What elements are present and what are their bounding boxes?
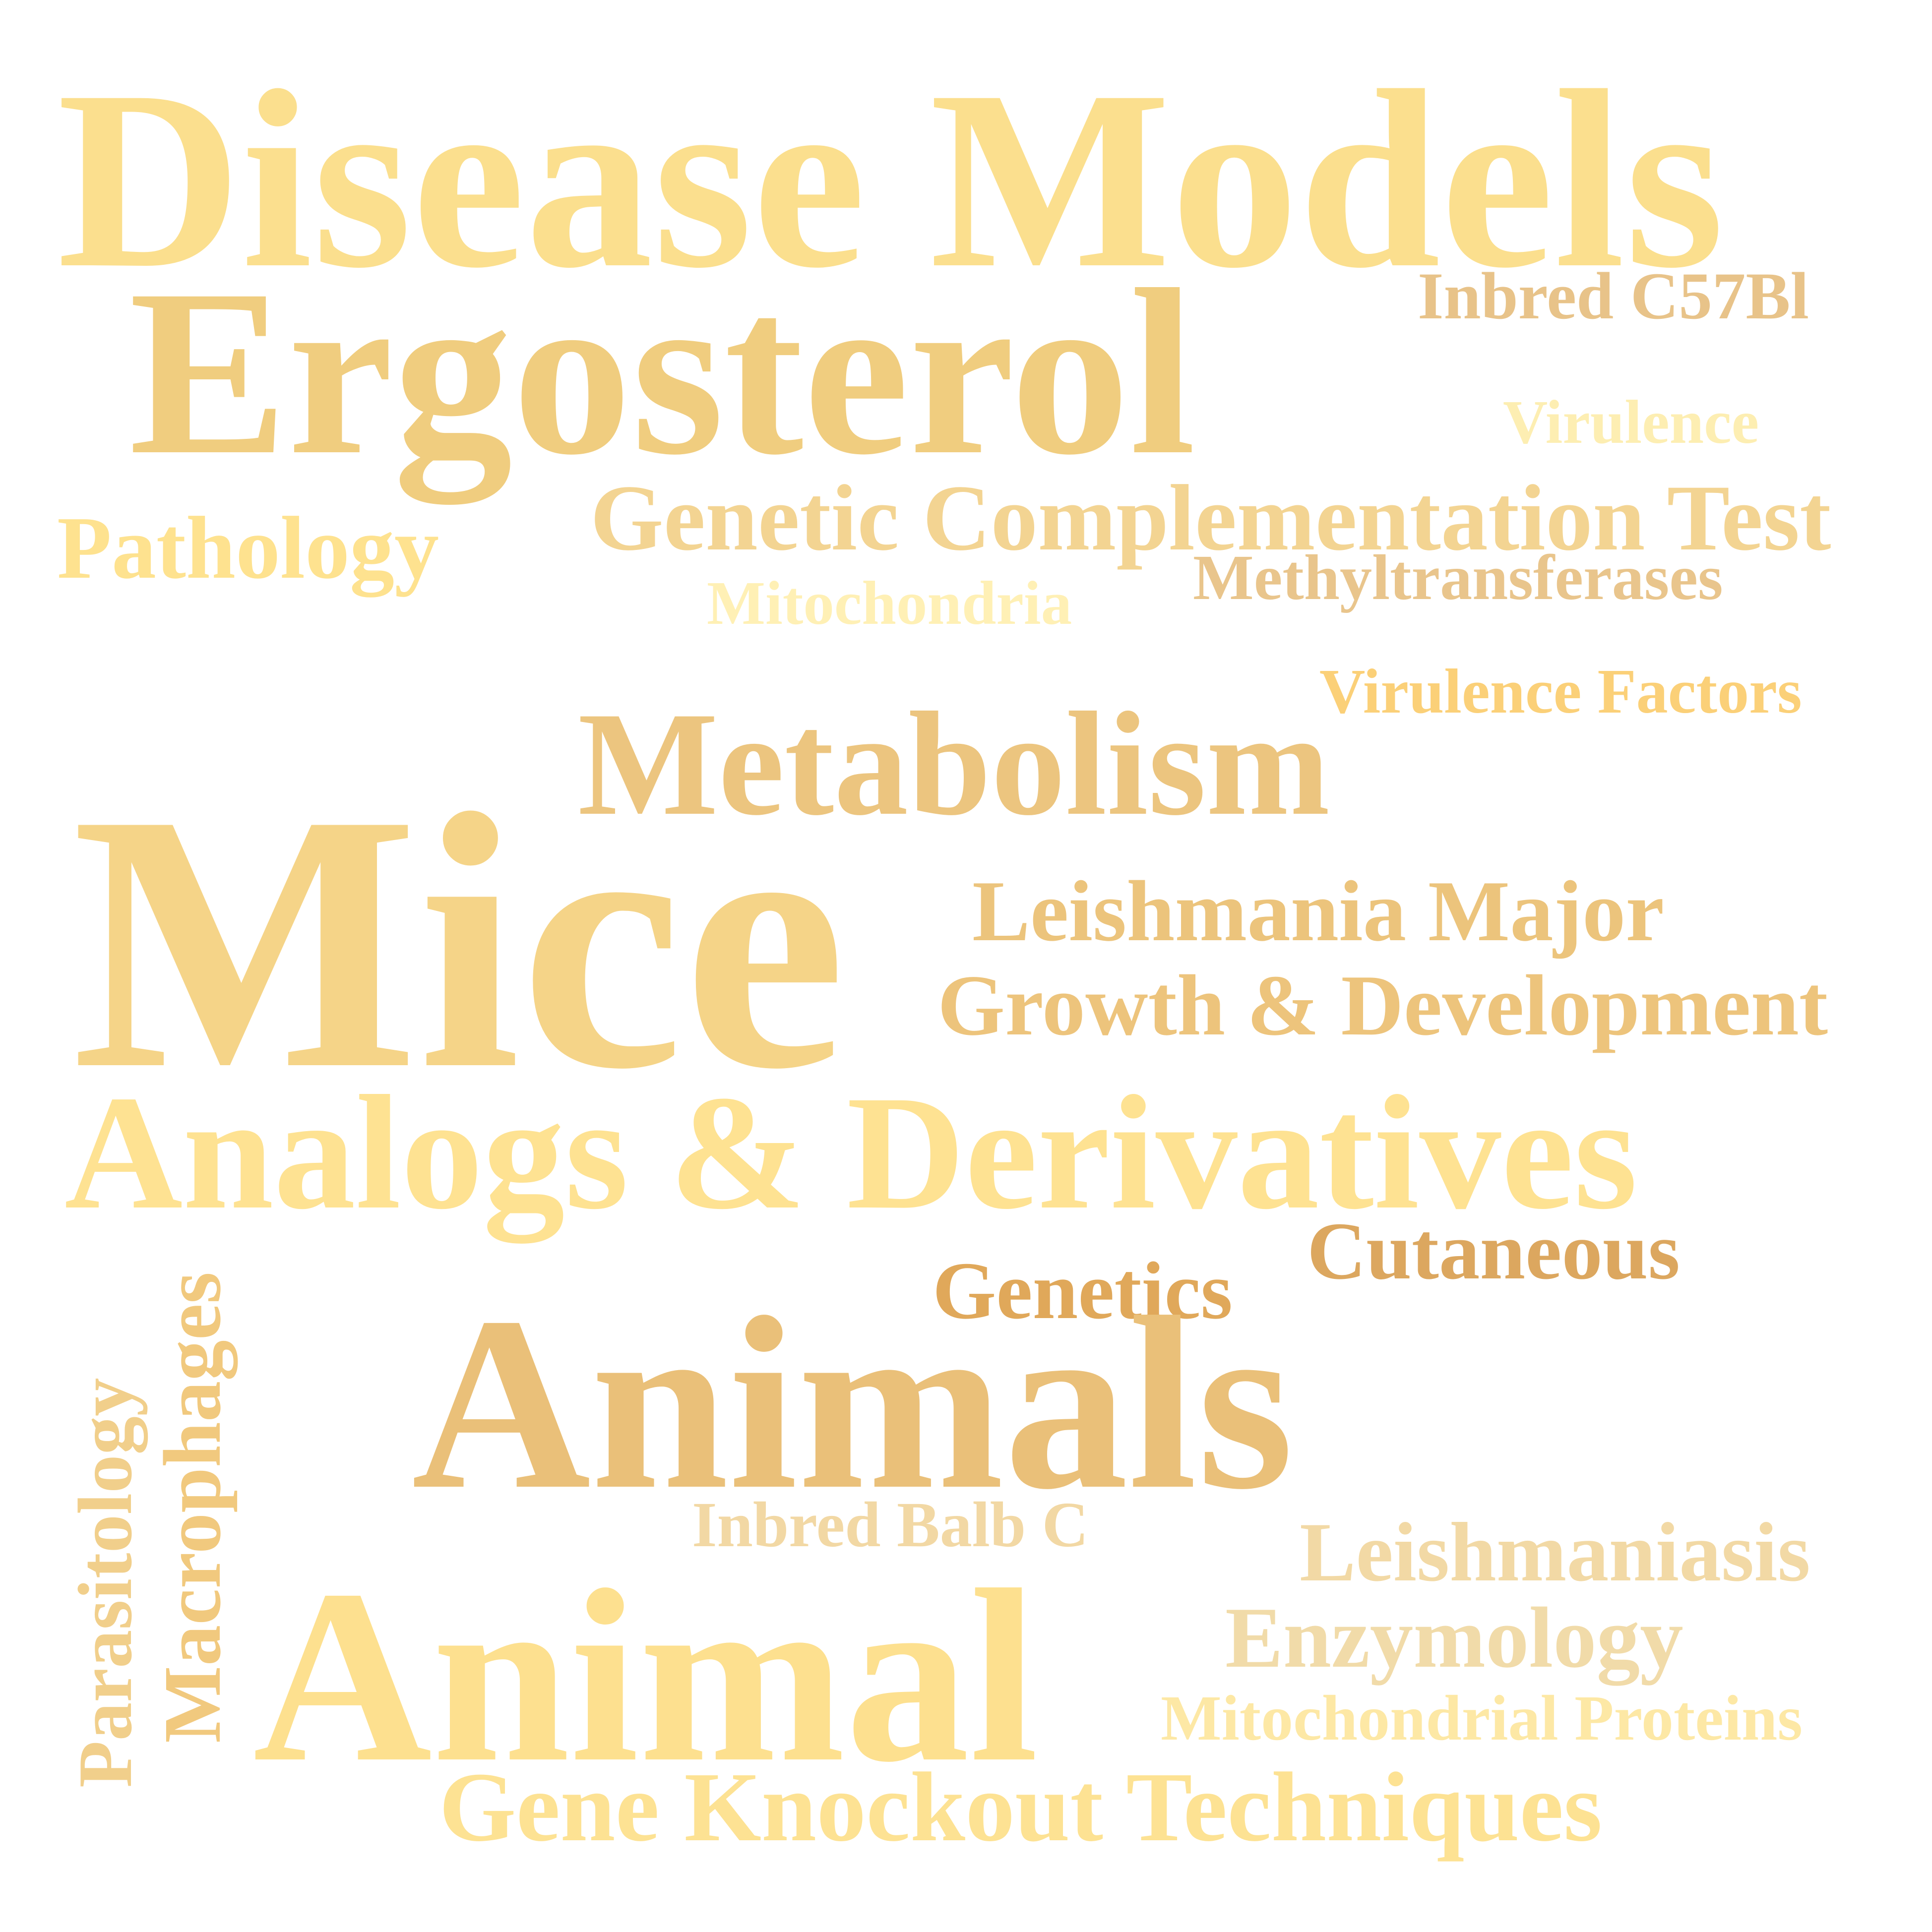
word-pathology: Pathology — [57, 498, 439, 597]
word-animal: Animal — [253, 1539, 1039, 1813]
word-virulence-factors: Virulence Factors — [1319, 656, 1802, 726]
word-enzymology: Enzymology — [1225, 1589, 1683, 1686]
word-cutaneous: Cutaneous — [1307, 1206, 1680, 1296]
word-parasitology: Parasitology — [62, 1378, 148, 1788]
word-leishmania-major: Leishmania Major — [972, 863, 1665, 959]
word-inbred-balb-c: Inbred Balb C — [692, 1489, 1089, 1561]
word-mice: Mice — [72, 739, 846, 1145]
word-mitochondria: Mitochondria — [707, 569, 1072, 638]
word-gene-knockout-techniques: Gene Knockout Techniques — [439, 1752, 1603, 1862]
word-virulence: Virulence — [1503, 388, 1759, 457]
word-analogs-derivatives: Analogs & Derivatives — [64, 1062, 1638, 1243]
word-mitochondrial-proteins: Mitochondrial Proteins — [1161, 1683, 1803, 1754]
word-inbred-c57bl: Inbred C57Bl — [1418, 259, 1809, 333]
word-macrophages: Macrophages — [147, 1271, 238, 1743]
word-animals: Animals — [412, 1266, 1294, 1541]
word-genetic-complementation-test: Genetic Complementation Test — [590, 466, 1831, 570]
word-metabolism: Metabolism — [578, 681, 1330, 846]
word-disease-models: Disease Models — [57, 38, 1725, 321]
word-leishmaniasis: Leishmaniasis — [1300, 1506, 1810, 1599]
word-growth-development: Growth & Development — [937, 957, 1828, 1053]
word-methyltransferases: Methyltransferases — [1193, 542, 1723, 613]
word-ergosterol: Ergosterol — [129, 240, 1196, 504]
word-genetics: Genetics — [933, 1245, 1233, 1336]
